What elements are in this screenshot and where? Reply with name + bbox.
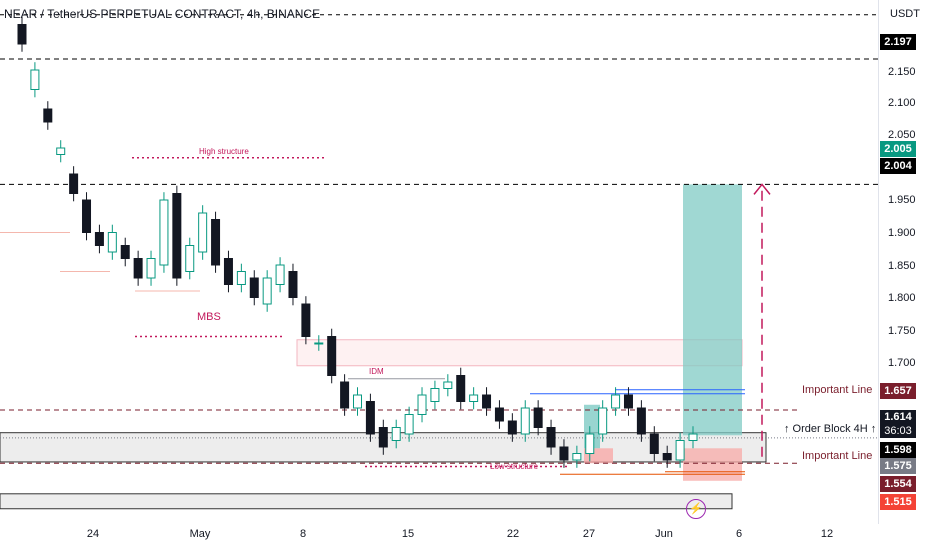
candle-body [469,394,479,402]
candle-body [546,427,556,448]
candle-body [30,69,40,90]
y-tick: 1.750 [888,325,916,337]
important-line-label: Important Line [802,384,873,396]
y-tick: 1.800 [888,292,916,304]
y-tick: 2.100 [888,97,916,109]
candle-body [288,271,298,298]
candle-body [494,407,504,422]
price-label-target: 2.004 [880,158,916,174]
candle-body [378,427,388,448]
candle-body [662,453,672,461]
high-structure-label: High structure [199,147,249,156]
candle-body [223,258,233,285]
candle-body [211,219,221,266]
price-label-stop: 1.554 [880,476,916,492]
candle-body [236,271,246,285]
price-label-target-live: 2.005 [880,141,916,157]
candle-body [482,394,492,409]
x-tick: 6 [735,528,743,540]
candle-body [507,420,517,435]
candle-body [185,245,195,272]
y-tick: 2.150 [888,66,916,78]
important-line-label: Important Line [802,450,873,462]
order-block-label: ↑ Order Block 4H ↑ [784,423,877,435]
projection-arrow-head [753,183,771,195]
lower-box-zone [0,493,733,510]
candle-body [391,427,401,441]
candle-countdown: 36:03 [884,425,912,437]
candle-body [520,407,530,435]
candle-body [172,193,182,279]
price-label-entry: 1.575 [880,458,916,474]
chart-title: NEAR / TetherUS PERPETUAL CONTRACT, 4h, … [4,7,321,21]
candle-body [43,108,53,123]
y-tick: 2.050 [888,129,916,141]
candle-body [69,173,79,194]
price-label-order-block: 1.598 [880,442,916,458]
y-tick: 1.700 [888,357,916,369]
candle-body [353,394,362,409]
candle-body [430,388,440,402]
low-structure-label: Low structure [490,462,539,471]
supply-zone [296,339,743,367]
y-tick: 1.850 [888,260,916,272]
candle-body [327,336,337,376]
candle-body [533,407,543,428]
candle-body [636,407,646,435]
candle-body [404,414,414,435]
candle-body [598,407,608,435]
candle-body [649,433,659,454]
last-price: 1.614 [884,411,912,423]
x-tick: 8 [299,528,307,540]
x-tick: May [189,528,211,540]
candle-body [120,245,130,259]
price-scale-separator [878,0,879,524]
price-label-important-line: 1.657 [880,383,916,399]
candle-body [262,277,272,305]
price-label-top: 2.197 [880,34,916,50]
candle-body [559,446,569,461]
candle-body [82,199,92,233]
candle-body [133,258,143,279]
candle-body [275,264,285,285]
candle-body [365,401,375,435]
lightning-icon[interactable]: ⚡ [686,499,706,519]
x-tick: 12 [820,528,834,540]
x-tick: 24 [86,528,100,540]
price-label-stop2: 1.515 [880,494,916,510]
candle-body [249,277,259,298]
target-zone [683,184,742,436]
x-tick: 22 [506,528,520,540]
candle-body [572,453,582,461]
mbs-label: MBS [197,311,221,323]
candle-body [301,303,311,337]
candle-body [585,433,595,454]
candle-body [417,394,427,415]
candle-body [107,232,117,253]
candle-body [159,199,169,266]
candle-body [675,440,685,461]
currency-label[interactable]: USDT [890,8,920,20]
candle-body [56,147,66,155]
candle-body [17,24,27,45]
idm-label: IDM [369,367,384,376]
x-tick: Jun [655,528,673,540]
candle-body [443,381,453,389]
candle-body [314,342,324,345]
candle-body [340,381,350,409]
y-tick: 1.950 [888,194,916,206]
candle-body [456,375,466,402]
candle-body [611,394,621,409]
candle-body [688,433,698,441]
x-tick: 27 [582,528,596,540]
y-tick: 1.900 [888,227,916,239]
candle-body [198,212,208,253]
candle-body [623,394,633,409]
stop-zone [683,448,742,481]
candle-body [94,232,104,246]
x-tick: 15 [401,528,415,540]
price-label-last: 1.614 36:03 [880,410,916,438]
candle-body [146,258,156,279]
